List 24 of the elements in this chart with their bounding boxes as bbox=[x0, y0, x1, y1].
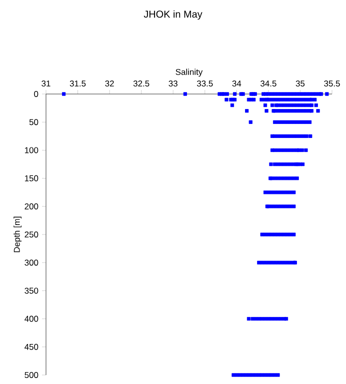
y-tick-label: 0 bbox=[34, 91, 38, 97]
x-axis-title: Salinity bbox=[176, 68, 203, 77]
y-tick-label: 250 bbox=[24, 232, 38, 238]
x-tick-label: 33 bbox=[168, 80, 178, 86]
y-tick-label: 100 bbox=[24, 147, 38, 154]
x-tick-label: 35 bbox=[296, 80, 305, 86]
x-tick-label: 31.5 bbox=[70, 80, 86, 86]
x-tick-label: 34.5 bbox=[260, 80, 276, 86]
x-tick-label: 33.5 bbox=[196, 80, 213, 86]
chart-title: JHOK in May bbox=[144, 10, 202, 20]
y-tick-label: 400 bbox=[24, 316, 38, 322]
x-tick-label: 32 bbox=[105, 80, 114, 86]
x-tick-label: 32.5 bbox=[133, 80, 150, 86]
y-axis-title: Depth [m] bbox=[14, 216, 22, 252]
y-tick-label: 500 bbox=[24, 372, 38, 378]
y-tick-label: 450 bbox=[24, 344, 38, 350]
y-tick-label: 150 bbox=[24, 175, 38, 182]
y-tick-label: 300 bbox=[24, 260, 38, 266]
y-tick-label: 350 bbox=[24, 288, 38, 294]
x-tick-label: 35.5 bbox=[324, 80, 340, 86]
y-tick-label: 200 bbox=[24, 203, 38, 210]
x-tick-label: 34 bbox=[232, 80, 242, 86]
x-tick-label: 31 bbox=[42, 80, 50, 86]
y-tick-label: 50 bbox=[29, 119, 38, 126]
